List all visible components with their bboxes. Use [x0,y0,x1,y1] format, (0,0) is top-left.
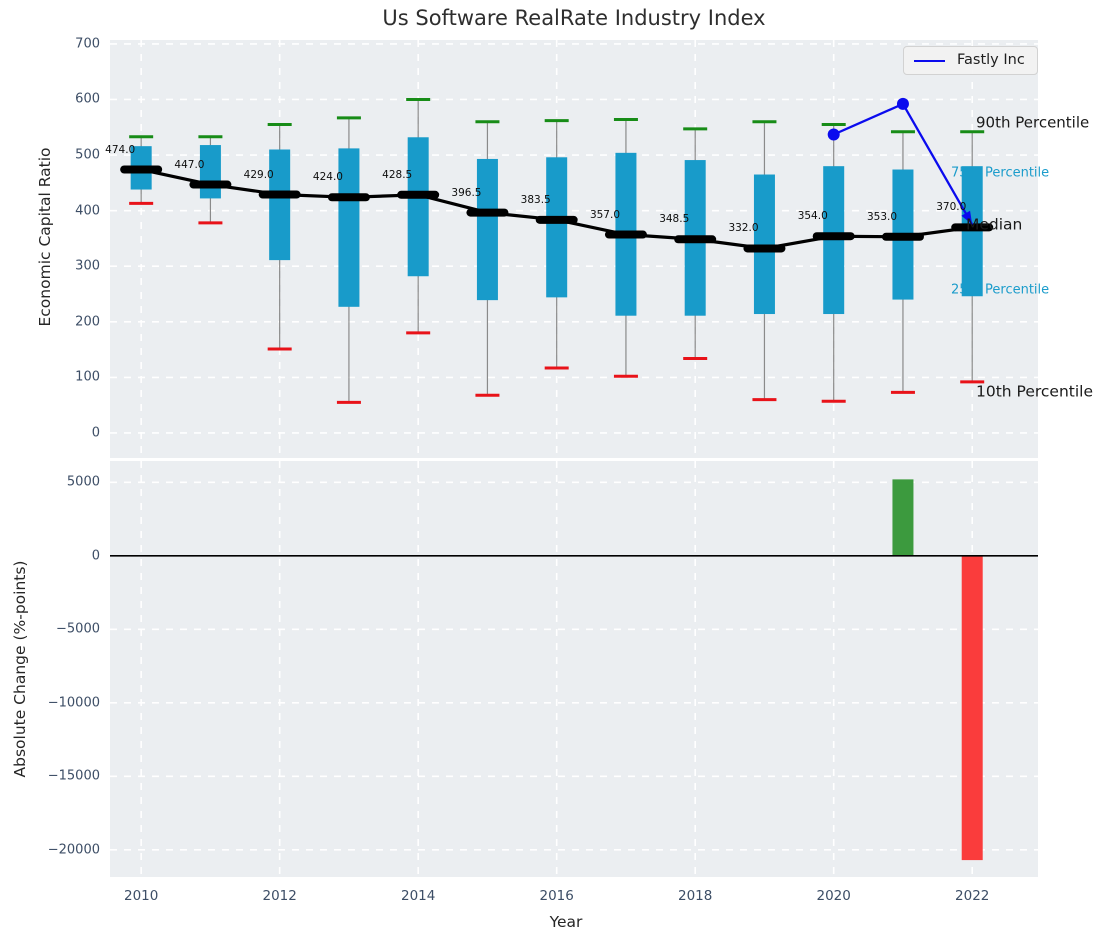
fastly-point [896,97,909,110]
y-tick-label: 500 [75,147,100,163]
median-value-label: 354.0 [797,210,828,223]
median-value-label: 447.0 [174,158,205,171]
y-tick-label: 0 [91,548,100,564]
x-tick-label: 2010 [123,888,159,904]
top-chart-canvas [110,40,1038,458]
iqr-box [199,145,221,199]
y-tick-label: 200 [75,314,100,330]
median-value-label: 424.0 [312,171,343,184]
y-tick-label: 0 [91,425,100,441]
legend: Fastly Inc [903,46,1038,75]
y-tick-label: 300 [75,258,100,274]
annotation-90th-percentile: 90th Percentile [976,113,1090,132]
x-tick-label: 2020 [816,888,851,904]
x-tick-label: 2016 [539,888,574,904]
bottom-y-axis-label: Absolute Change (%-points) [11,560,29,778]
median-value-label: 370.0 [936,201,967,214]
x-tick-label: 2022 [955,888,990,904]
median-value-label: 429.0 [243,168,274,181]
y-tick-label: −10000 [47,695,100,711]
fastly-point [827,128,840,141]
chart-title: Us Software RealRate Industry Index [382,6,766,30]
median-value-label: 353.0 [866,210,898,223]
legend-line-icon [914,59,945,62]
top-plot-background [110,40,1038,458]
x-axis-label: Year [549,913,583,931]
bottom-chart-canvas [110,461,1038,877]
top-y-axis-label: Economic Capital Ratio [36,147,54,327]
median-value-label: 357.0 [589,208,620,221]
change-bar-2022 [961,555,983,861]
median-value-label: 348.5 [659,213,690,226]
x-tick-label: 2018 [678,888,713,904]
legend-label: Fastly Inc [957,52,1025,69]
y-tick-label: −5000 [56,621,100,637]
median-value-label: 396.5 [451,186,482,199]
y-tick-label: −20000 [47,842,100,858]
iqr-box [407,137,429,277]
y-tick-label: 400 [75,203,100,219]
iqr-box [476,158,498,301]
x-tick-label: 2012 [262,888,297,904]
annotation-median: Median [966,215,1023,234]
bottom-plot-background [110,461,1038,877]
median-value-label: 428.5 [382,168,413,181]
y-tick-label: 5000 [66,474,100,490]
y-tick-label: 100 [75,369,100,385]
y-tick-label: −15000 [47,768,100,784]
fastly-arrowhead [961,210,973,225]
change-bar-2021 [892,479,914,556]
median-value-label: 332.0 [728,222,759,235]
median-value-label: 474.0 [105,143,136,156]
iqr-box [546,157,568,298]
median-value-label: 383.5 [520,193,551,206]
x-tick-label: 2014 [400,888,436,904]
iqr-box [338,148,360,307]
y-tick-label: 600 [75,91,100,107]
annotation-10th-percentile: 10th Percentile [976,382,1094,401]
iqr-box [753,174,775,315]
iqr-box [269,149,291,261]
y-tick-label: 700 [75,36,100,52]
